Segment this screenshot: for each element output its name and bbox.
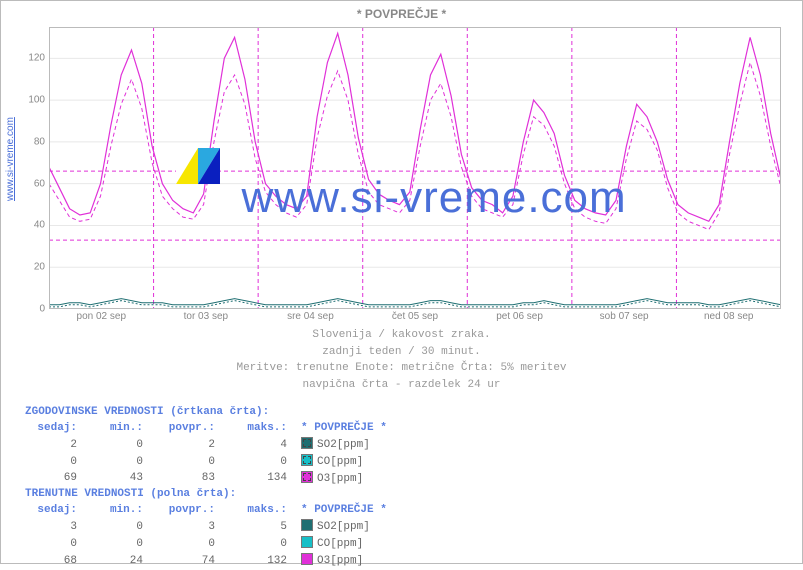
line-chart-svg [49,27,781,309]
stats-tables: ZGODOVINSKE VREDNOSTI (črtkana črta):sed… [25,405,387,570]
caption-line: Slovenija / kakovost zraka. [1,327,802,344]
chart-container: www.si-vreme.com * POVPREČJE * 020406080… [0,0,803,564]
x-axis-labels: pon 02 septor 03 sepsre 04 sepčet 05 sep… [49,311,781,325]
caption-line: navpična črta - razdelek 24 ur [1,377,802,394]
caption-line: zadnji teden / 30 minut. [1,344,802,361]
chart-title: * POVPREČJE * [1,7,802,21]
site-link-vertical[interactable]: www.si-vreme.com [5,117,16,201]
y-axis-labels: 020406080100120 [21,27,47,309]
plot-area [49,27,781,309]
caption-block: Slovenija / kakovost zraka. zadnji teden… [1,327,802,393]
caption-line: Meritve: trenutne Enote: metrične Črta: … [1,360,802,377]
